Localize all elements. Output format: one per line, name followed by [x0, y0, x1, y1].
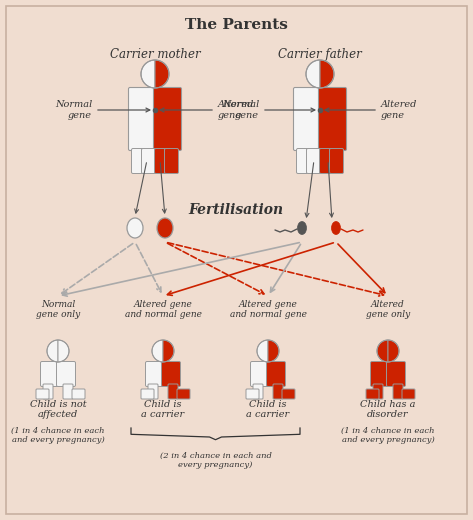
FancyBboxPatch shape: [165, 149, 178, 174]
Wedge shape: [141, 60, 155, 88]
FancyBboxPatch shape: [282, 389, 295, 399]
FancyBboxPatch shape: [366, 389, 379, 399]
FancyBboxPatch shape: [72, 389, 85, 399]
Text: The Parents: The Parents: [184, 18, 288, 32]
FancyBboxPatch shape: [146, 361, 165, 386]
FancyBboxPatch shape: [161, 361, 181, 386]
FancyBboxPatch shape: [141, 389, 154, 399]
FancyBboxPatch shape: [330, 149, 343, 174]
Wedge shape: [306, 60, 320, 88]
Wedge shape: [388, 340, 399, 362]
Text: (2 in 4 chance in each and
every pregnancy): (2 in 4 chance in each and every pregnan…: [159, 452, 272, 469]
Text: Child has a
disorder: Child has a disorder: [360, 400, 416, 420]
Text: Normal
gene: Normal gene: [55, 100, 92, 120]
Text: Child is
a carrier: Child is a carrier: [141, 400, 184, 420]
FancyBboxPatch shape: [402, 389, 415, 399]
FancyBboxPatch shape: [273, 384, 283, 399]
FancyBboxPatch shape: [266, 361, 286, 386]
Text: Altered
gene only: Altered gene only: [366, 300, 410, 319]
Text: (1 in 4 chance in each
and every pregnancy): (1 in 4 chance in each and every pregnan…: [11, 427, 105, 444]
Text: Altered gene
and normal gene: Altered gene and normal gene: [124, 300, 201, 319]
FancyBboxPatch shape: [131, 149, 146, 174]
Text: Normal
gene only: Normal gene only: [36, 300, 80, 319]
FancyBboxPatch shape: [63, 384, 73, 399]
FancyBboxPatch shape: [307, 149, 321, 174]
Text: Normal
gene: Normal gene: [222, 100, 259, 120]
Text: Altered
gene: Altered gene: [218, 100, 254, 120]
FancyBboxPatch shape: [297, 149, 310, 174]
FancyBboxPatch shape: [141, 149, 156, 174]
FancyBboxPatch shape: [154, 87, 182, 150]
Ellipse shape: [298, 222, 307, 235]
Wedge shape: [268, 340, 279, 362]
FancyBboxPatch shape: [386, 361, 405, 386]
Wedge shape: [58, 340, 69, 362]
FancyBboxPatch shape: [319, 149, 333, 174]
FancyBboxPatch shape: [36, 389, 49, 399]
Wedge shape: [377, 340, 388, 362]
FancyBboxPatch shape: [129, 87, 157, 150]
FancyBboxPatch shape: [294, 87, 322, 150]
FancyBboxPatch shape: [370, 361, 389, 386]
FancyBboxPatch shape: [393, 384, 403, 399]
FancyBboxPatch shape: [318, 87, 347, 150]
FancyBboxPatch shape: [148, 384, 158, 399]
Text: Carrier father: Carrier father: [278, 48, 362, 61]
Wedge shape: [152, 340, 163, 362]
Text: Carrier mother: Carrier mother: [110, 48, 200, 61]
FancyBboxPatch shape: [56, 361, 76, 386]
Text: Altered
gene: Altered gene: [381, 100, 417, 120]
Ellipse shape: [157, 218, 173, 238]
Wedge shape: [163, 340, 174, 362]
Ellipse shape: [332, 222, 341, 235]
FancyBboxPatch shape: [155, 149, 168, 174]
Text: Child is
a carrier: Child is a carrier: [246, 400, 289, 420]
Text: Child is not
affected: Child is not affected: [30, 400, 86, 420]
FancyBboxPatch shape: [246, 389, 259, 399]
Text: Altered gene
and normal gene: Altered gene and normal gene: [229, 300, 307, 319]
FancyBboxPatch shape: [177, 389, 190, 399]
FancyBboxPatch shape: [253, 384, 263, 399]
FancyBboxPatch shape: [43, 384, 53, 399]
Wedge shape: [155, 60, 169, 88]
Text: (1 in 4 chance in each
and every pregnancy): (1 in 4 chance in each and every pregnan…: [341, 427, 435, 444]
FancyBboxPatch shape: [373, 384, 383, 399]
FancyBboxPatch shape: [251, 361, 270, 386]
Wedge shape: [47, 340, 58, 362]
Ellipse shape: [127, 218, 143, 238]
FancyBboxPatch shape: [168, 384, 178, 399]
Wedge shape: [320, 60, 334, 88]
FancyBboxPatch shape: [41, 361, 60, 386]
Wedge shape: [257, 340, 268, 362]
Text: Fertilisation: Fertilisation: [188, 203, 283, 217]
